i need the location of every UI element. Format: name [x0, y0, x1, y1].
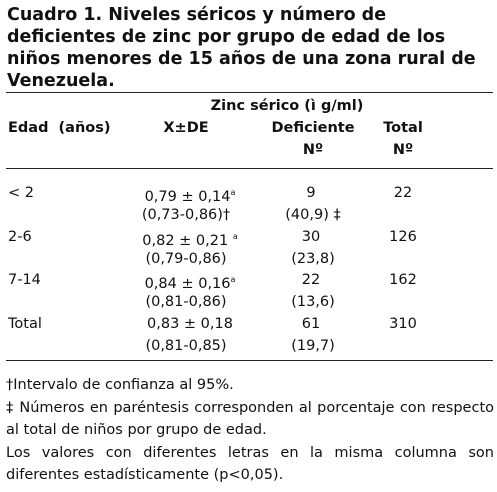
column-header: X±DE [163, 120, 209, 136]
deficient-percent: (23,8) [291, 251, 335, 267]
unit-header: Nº [302, 142, 324, 158]
superscript: a [232, 232, 238, 241]
mean-value: 0,79 ± 0,14 [144, 188, 231, 205]
deficient-percent: (13,6) [291, 294, 335, 310]
column-header: Total [383, 120, 423, 136]
mean-sd: 0,84 ± 0,16a [145, 270, 236, 294]
total-count: 162 [389, 272, 417, 288]
superscript: a [230, 275, 236, 284]
mean-sd: 0,82 ± 0,21 a [142, 227, 237, 251]
superscript: a [230, 188, 236, 197]
mean-sd: 0,79 ± 0,14a [145, 183, 236, 207]
row-label: 2-6 [8, 229, 32, 245]
deficient-percent: (40,9) ‡ [285, 207, 341, 223]
rule [6, 92, 493, 93]
footnote: ‡ Números en paréntesis corresponden al … [6, 399, 494, 439]
mean-value: 0,83 ± 0,18 [147, 316, 233, 332]
footnotes: †Intervalo de confianza al 95%. ‡ Números… [6, 374, 494, 487]
column-header: Deficiente [271, 120, 355, 136]
total-count: 126 [389, 229, 417, 245]
confidence-interval: (0,73-0,86)† [141, 207, 231, 223]
column-header: Edad (años) [8, 120, 111, 136]
deficient-percent: (19,7) [291, 338, 335, 354]
footnote: †Intervalo de confianza al 95%. [6, 377, 234, 393]
row-label: Total [8, 316, 42, 332]
deficient-count: 30 [301, 229, 321, 245]
rule [6, 360, 493, 361]
confidence-interval: (0,79-0,86) [145, 251, 227, 267]
deficient-count: 61 [301, 316, 321, 332]
rule [6, 168, 493, 169]
title: Cuadro 1. Niveles séricos y número de de… [7, 5, 476, 91]
row-label: 7-14 [8, 272, 41, 288]
deficient-count: 9 [306, 185, 316, 201]
footnote: Los valores con diferentes letras en la … [6, 444, 494, 484]
mean-value: 0,84 ± 0,16 [144, 275, 231, 292]
mean-value: 0,82 ± 0,21 [142, 232, 233, 249]
unit-header: Nº [392, 142, 414, 158]
group-header: Zinc sérico (ì g/ml) [210, 98, 364, 114]
row-label: < 2 [8, 185, 34, 201]
total-count: 22 [393, 185, 413, 201]
mean-sd: 0,83 ± 0,18 [147, 314, 233, 334]
deficient-count: 22 [301, 272, 321, 288]
total-count: 310 [389, 316, 417, 332]
confidence-interval: (0,81-0,86) [145, 294, 227, 310]
confidence-interval: (0,81-0,85) [145, 338, 227, 354]
